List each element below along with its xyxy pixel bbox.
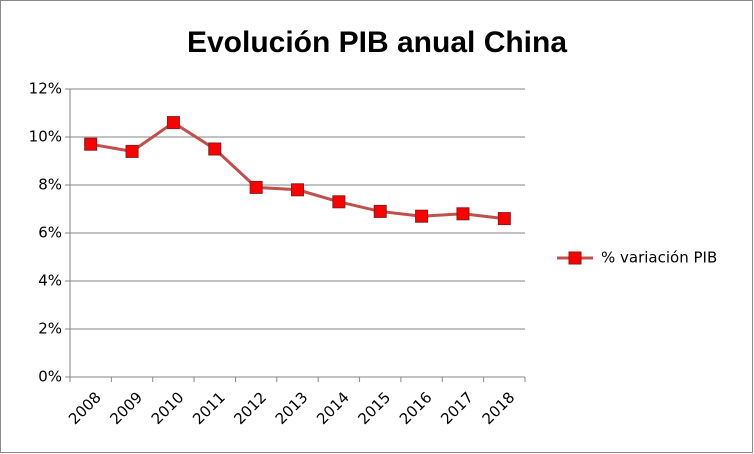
marker xyxy=(84,137,98,151)
marker xyxy=(125,144,139,158)
chart-title: Evolución PIB anual China xyxy=(187,26,567,59)
y-tick-label: 10% xyxy=(29,128,62,146)
marker xyxy=(291,183,304,197)
marker xyxy=(332,195,346,209)
marker xyxy=(497,212,511,226)
marker xyxy=(249,180,263,194)
y-tick-label: 12% xyxy=(29,80,62,98)
legend-label: % variación PIB xyxy=(601,249,717,267)
marker xyxy=(373,204,387,218)
marker xyxy=(456,207,470,221)
marker xyxy=(208,142,222,156)
y-tick-label: 4% xyxy=(38,272,62,290)
marker xyxy=(166,116,180,130)
legend-marker xyxy=(568,251,582,265)
y-tick-label: 2% xyxy=(38,320,62,338)
y-tick-label: 8% xyxy=(38,176,62,194)
y-tick-label: 0% xyxy=(38,368,62,386)
marker xyxy=(415,209,429,223)
y-tick-label: 6% xyxy=(38,224,62,242)
